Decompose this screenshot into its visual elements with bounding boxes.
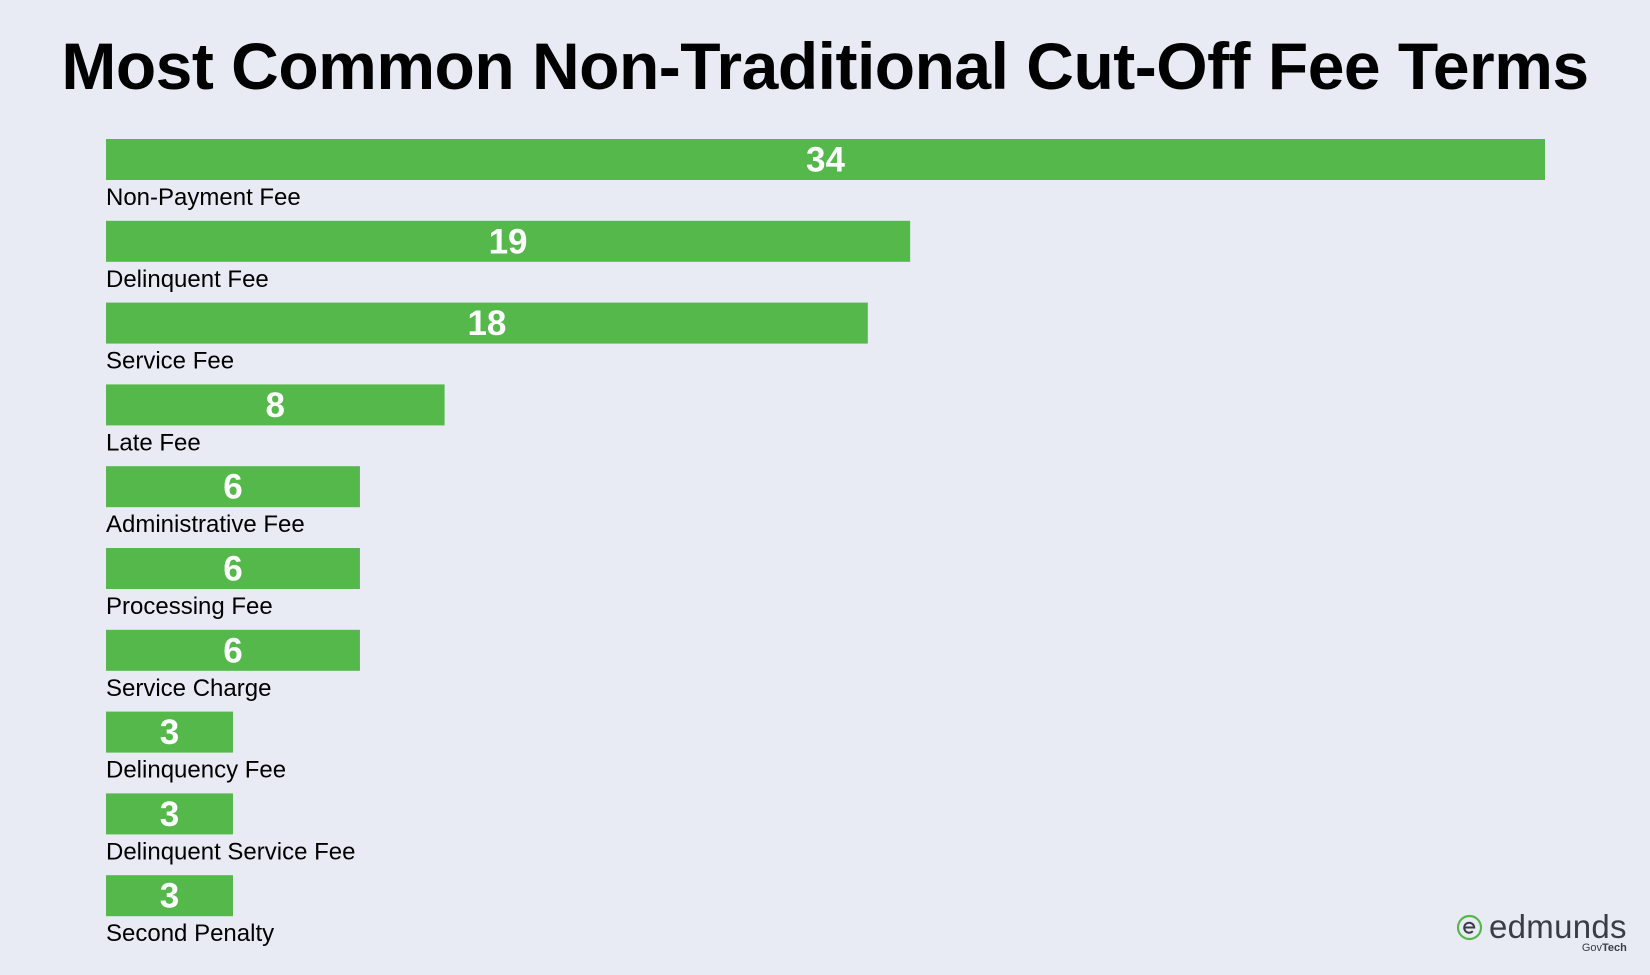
bar-group: 3 Second Penalty bbox=[106, 875, 274, 947]
bar-value-label: 6 bbox=[223, 631, 242, 670]
bar-value-label: 3 bbox=[160, 713, 179, 752]
chart-title: Most Common Non-Traditional Cut-Off Fee … bbox=[61, 29, 1589, 103]
edmunds-govtech-logo: edmunds GovTech bbox=[1456, 908, 1627, 954]
bar bbox=[106, 711, 233, 753]
bar bbox=[106, 139, 1545, 180]
bar-value-label: 3 bbox=[160, 877, 179, 916]
category-label: Delinquent Fee bbox=[106, 266, 269, 293]
category-label: Service Fee bbox=[106, 348, 234, 375]
logo-subtitle: GovTech bbox=[1582, 942, 1627, 954]
bar-value-label: 19 bbox=[489, 222, 528, 261]
bar bbox=[106, 384, 445, 426]
bar-group: 6 Processing Fee bbox=[106, 548, 360, 620]
bar-group: 34 Non-Payment Fee bbox=[106, 139, 1545, 211]
bar bbox=[106, 875, 233, 917]
category-label: Delinquent Service Fee bbox=[106, 838, 355, 865]
category-label: Processing Fee bbox=[106, 593, 273, 620]
logo-subtitle-suffix: Tech bbox=[1602, 942, 1627, 954]
bar-group: 6 Service Charge bbox=[106, 629, 360, 702]
bar bbox=[106, 466, 360, 508]
edmunds-e-icon bbox=[1456, 914, 1483, 941]
bar-value-label: 34 bbox=[806, 141, 845, 180]
bar-value-label: 6 bbox=[223, 468, 242, 507]
bar bbox=[106, 302, 868, 344]
bar-group: 8 Late Fee bbox=[106, 384, 445, 456]
bar-value-label: 3 bbox=[160, 795, 179, 834]
bar bbox=[106, 629, 360, 671]
bar-value-label: 6 bbox=[223, 550, 242, 589]
category-label: Administrative Fee bbox=[106, 511, 305, 538]
category-label: Service Charge bbox=[106, 675, 271, 702]
category-label: Second Penalty bbox=[106, 920, 274, 947]
bar-group: 6 Administrative Fee bbox=[106, 466, 360, 538]
logo-wordmark: edmunds bbox=[1489, 908, 1627, 945]
bars-layer: 34 Non-Payment Fee 19 Delinquent Fee 18 Servi… bbox=[106, 139, 1545, 947]
bar-group: 19 Delinquent Fee bbox=[106, 220, 911, 293]
bar-value-label: 8 bbox=[266, 386, 285, 425]
category-label: Late Fee bbox=[106, 429, 201, 456]
bar-group: 3 Delinquent Service Fee bbox=[106, 793, 355, 865]
bar bbox=[106, 220, 911, 262]
category-label: Delinquency Fee bbox=[106, 757, 286, 784]
category-label: Non-Payment Fee bbox=[106, 184, 301, 211]
bar bbox=[106, 793, 233, 835]
bar bbox=[106, 548, 360, 589]
bar-group: 18 Service Fee bbox=[106, 302, 868, 375]
logo-subtitle-prefix: Gov bbox=[1581, 942, 1602, 954]
bar-value-label: 18 bbox=[467, 304, 506, 343]
bar-group: 3 Delinquency Fee bbox=[106, 711, 286, 784]
